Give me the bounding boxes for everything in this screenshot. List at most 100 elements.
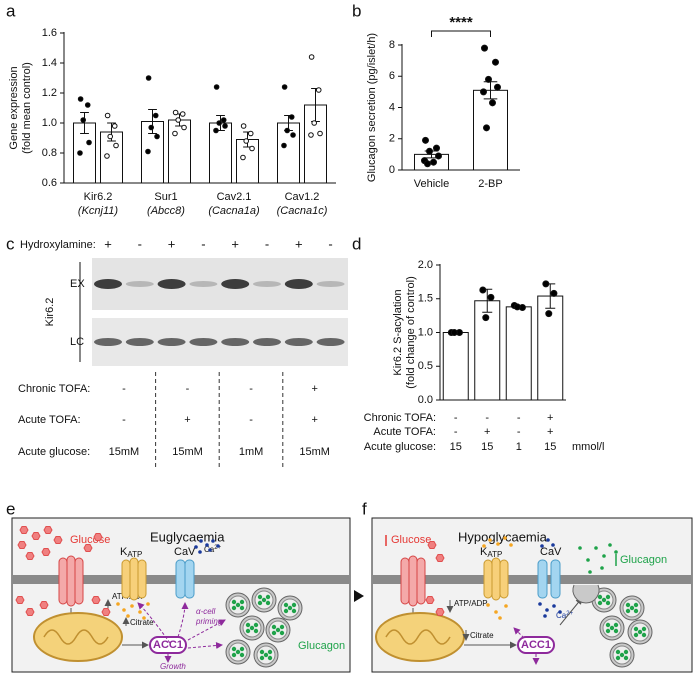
y-tick-label: 0.0: [418, 394, 433, 406]
y-tick-label: 1.2: [42, 87, 57, 99]
glucagon-dot: [231, 605, 237, 611]
k-ion: [126, 614, 130, 618]
data-point: [247, 130, 254, 137]
glucagon-dot: [605, 622, 611, 628]
glucagon-dot: [609, 625, 615, 631]
blot-band: [221, 279, 250, 289]
ca-ion: [558, 610, 562, 614]
data-point: [222, 123, 228, 129]
diagram: Euglycaemia Glucose ATP/ADP Citrate ACC1…: [11, 517, 351, 673]
glucose-molecule: [435, 608, 445, 616]
k-ion: [138, 610, 142, 614]
blot-band: [157, 338, 186, 346]
hydroxylamine-sign: -: [201, 236, 205, 251]
data-point: [172, 109, 179, 116]
glucagon-dot: [239, 605, 245, 611]
k-ion: [146, 602, 150, 606]
y-tick-label: 1.5: [418, 293, 433, 305]
growth-label: Growth: [160, 662, 186, 671]
glucose-molecule: [41, 548, 51, 556]
k-ion: [142, 616, 146, 620]
glucagon-release: [600, 566, 604, 570]
condition-value: -: [454, 426, 458, 438]
blot-band: [94, 338, 122, 346]
data-point: [84, 102, 91, 108]
y-tick-label: 1.6: [42, 27, 57, 39]
glut-transporter: [58, 555, 84, 607]
glucose-molecule: [15, 596, 25, 604]
dashed-arrow: [187, 619, 226, 641]
glucose-molecule: [101, 608, 111, 616]
data-point: [426, 147, 433, 155]
data-point: [80, 117, 87, 123]
data-point: [107, 133, 114, 140]
glucagon-release: [602, 554, 606, 558]
data-point: [220, 117, 227, 123]
condition-value: -: [454, 412, 458, 424]
data-point: [311, 120, 318, 126]
glucagon-dot: [619, 652, 625, 658]
x-tick-label: Vehicle: [414, 178, 449, 190]
citrate-label: Citrate: [130, 618, 154, 627]
glucose-molecule: [43, 526, 53, 534]
data-point: [181, 124, 187, 131]
glucose-molecule: [25, 608, 35, 616]
condition-value: -: [186, 383, 190, 395]
k-ion: [482, 544, 486, 548]
katp-channel: [483, 557, 509, 601]
glucagon-dot: [625, 602, 631, 608]
glucagon-dot: [265, 600, 271, 606]
glucagon-dot: [605, 594, 611, 600]
y-tick-label: 1.4: [42, 57, 57, 69]
unit-label: mmol/l: [572, 441, 604, 453]
hydroxylamine-sign: +: [231, 236, 239, 251]
hydroxylamine-sign: -: [265, 236, 269, 251]
data-point: [154, 133, 160, 140]
k-ion: [494, 610, 498, 614]
data-point: [545, 310, 553, 318]
glucagon-dot: [597, 594, 603, 600]
condition-label: Acute glucose:: [18, 446, 90, 458]
arrow: [559, 597, 583, 626]
katp-sub: ATP: [127, 550, 142, 559]
hydroxylamine-sign: +: [168, 236, 176, 251]
glucose-molecule: [93, 533, 103, 541]
data-point: [281, 142, 287, 149]
ca-ion: [552, 604, 556, 608]
acc1-label: ACC1: [153, 639, 183, 651]
y-axis-label: (fold change of control): [405, 276, 417, 389]
glucagon-dot: [245, 628, 251, 634]
data-point: [450, 329, 458, 336]
glucagon-dot: [279, 624, 285, 630]
dashed-arrow: [137, 602, 171, 644]
citrate-label: Citrate: [470, 631, 494, 640]
ca-ion: [211, 539, 215, 543]
x-tick-sublabel: (Kcnj11): [78, 205, 118, 217]
blot-band: [253, 281, 281, 287]
glucagon-dot: [267, 649, 273, 655]
diagram-title: Euglycaemia: [150, 529, 225, 544]
data-point: [240, 154, 246, 161]
glucose-molecule: [25, 552, 35, 560]
bar: [442, 332, 469, 401]
data-point: [485, 75, 492, 83]
y-axis-label: Kir6.2 S-acylation: [392, 289, 404, 375]
data-point: [77, 96, 84, 102]
condition-value: +: [547, 426, 553, 438]
condition-value: 15mM: [109, 446, 140, 458]
y-tick-label: 0.6: [42, 177, 57, 189]
data-point: [494, 83, 501, 91]
data-point: [433, 144, 440, 152]
data-point: [111, 123, 118, 129]
glucagon-dot: [291, 602, 297, 608]
panel-label: e: [6, 499, 15, 518]
glucagon-release: [586, 558, 590, 562]
glucagon-dot: [257, 600, 263, 606]
y-tick-label: 0.5: [418, 360, 433, 372]
blot-band: [189, 338, 218, 346]
dashed-arrow: [187, 642, 223, 650]
glucose-molecule: [31, 532, 41, 540]
acc1-box: [517, 636, 555, 654]
glucagon-dot: [291, 608, 297, 614]
data-point: [424, 160, 431, 168]
